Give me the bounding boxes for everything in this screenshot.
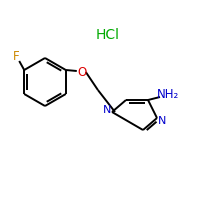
Text: F: F — [13, 49, 20, 62]
Text: NH₂: NH₂ — [157, 88, 179, 102]
Text: N: N — [103, 105, 111, 115]
Text: HCl: HCl — [96, 28, 120, 42]
Text: N: N — [158, 116, 166, 126]
Text: O: O — [77, 66, 86, 78]
